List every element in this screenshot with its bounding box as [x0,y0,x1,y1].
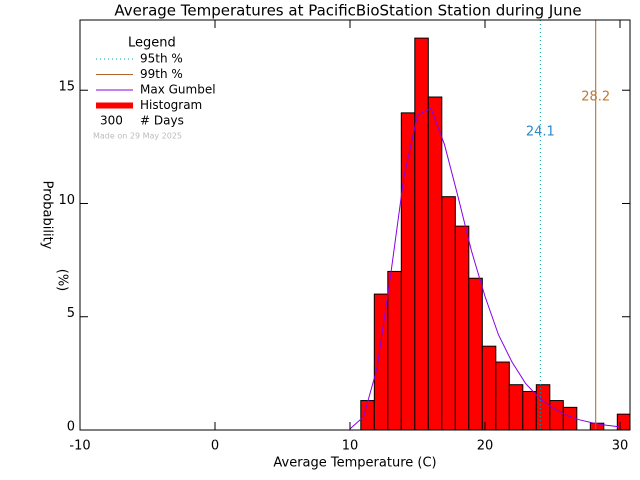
legend-label: Histogram [140,98,202,112]
histogram-bar [414,37,429,430]
plot-area [349,20,630,430]
legend-days-label: # Days [140,114,184,128]
percentile-label: 24.1 [526,125,555,140]
x-tick-label: -10 [69,439,90,454]
x-tick-label: 20 [477,439,494,454]
y-tick-label: 0 [67,420,75,435]
histogram-bar [400,112,416,430]
histogram-bar [441,196,456,430]
y-axis-label: Probability [40,181,55,250]
histogram-bar [468,277,483,430]
legend-label: 95th % [140,52,183,66]
x-tick-label: 0 [211,439,219,454]
chart-title: Average Temperatures at PacificBioStatio… [114,2,581,20]
histogram-bar [427,96,443,430]
gumbel-curve [349,107,621,430]
legend-label: 99th % [140,67,183,81]
legend-days: 300 [100,114,123,128]
histogram-bar [562,406,578,430]
histogram-bar [373,293,389,430]
histogram-bar [481,345,497,430]
legend-title: Legend [128,36,176,51]
histogram-bar [616,413,630,430]
x-tick-label: 10 [342,439,359,454]
histogram-bar [360,400,375,430]
x-tick-label: 30 [612,439,629,454]
histogram-bar [508,384,524,430]
y-tick-label: 10 [58,193,75,208]
y-tick-label: 5 [67,306,75,321]
percentile-label: 28.2 [581,90,610,105]
histogram-bar [535,384,551,430]
y-axis-unit: (%) [55,269,70,292]
histogram-bar [495,361,510,430]
histogram-bar [549,400,564,430]
y-tick-label: 15 [58,80,75,95]
histogram-bar [522,390,537,430]
legend-label: Max Gumbel [140,83,216,97]
x-axis-label: Average Temperature (C) [273,456,436,471]
credit: Made on 29 May 2025 [93,132,182,141]
histogram-bar [454,225,470,430]
histogram-bar [387,270,402,430]
plot-frame [79,19,631,431]
